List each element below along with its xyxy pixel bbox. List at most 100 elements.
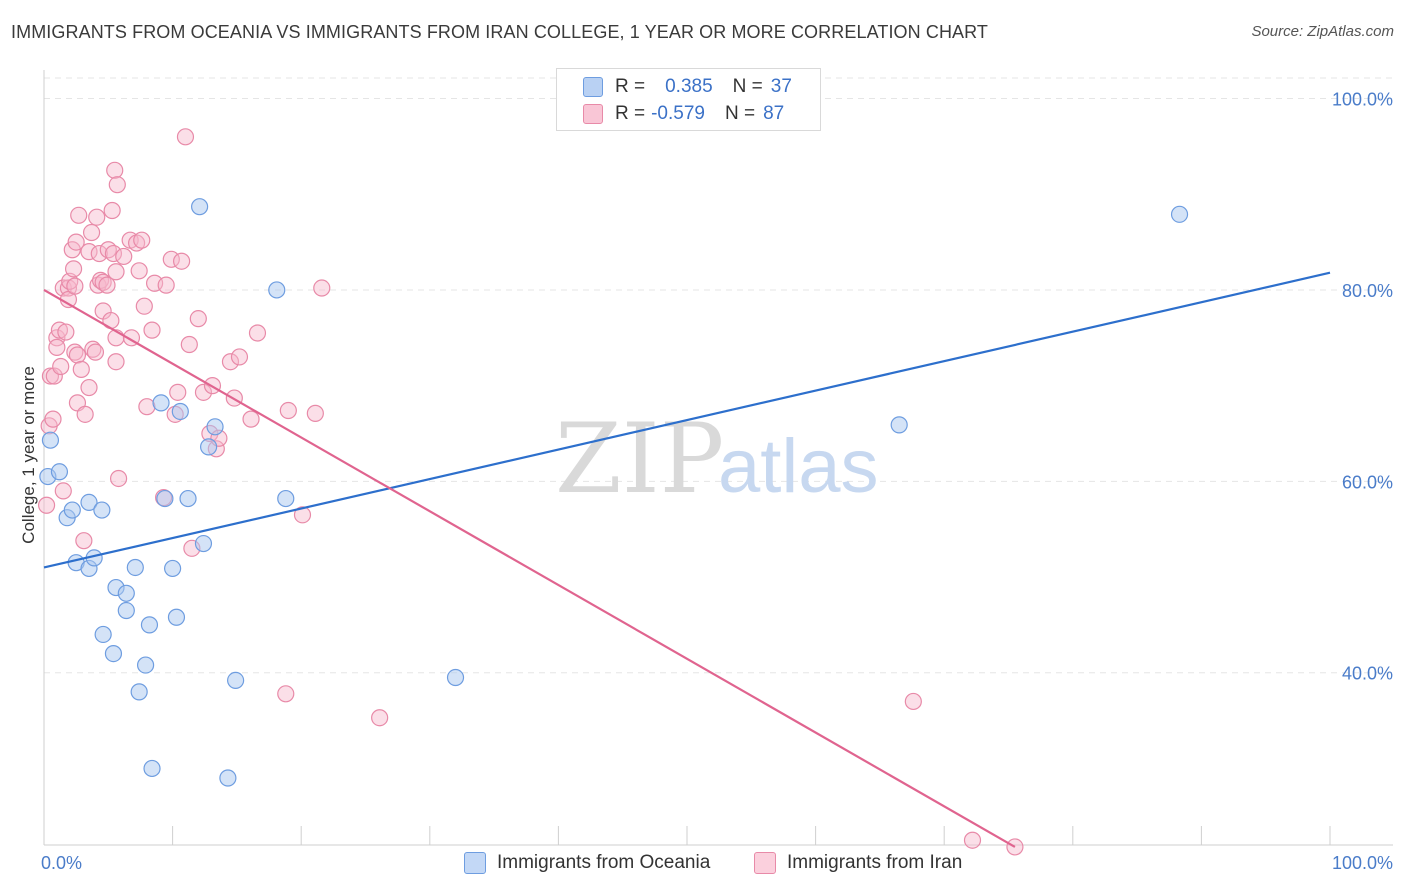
- iran-point: [70, 206, 88, 224]
- oceania-point: [219, 769, 237, 787]
- iran-point: [130, 262, 148, 280]
- iran-point: [86, 343, 105, 361]
- oceania-point: [126, 558, 144, 577]
- iran-point: [44, 410, 62, 428]
- iran-point: [230, 348, 249, 366]
- iran-point: [115, 247, 133, 266]
- iran-point: [133, 231, 151, 249]
- iran-point: [313, 279, 331, 297]
- oceania-point: [117, 601, 135, 620]
- iran-point: [66, 343, 84, 361]
- iran-point: [180, 335, 198, 354]
- iran-point: [98, 276, 116, 294]
- iran-point: [169, 383, 187, 401]
- grid-lines: [44, 77, 1393, 674]
- chart-title: IMMIGRANTS FROM OCEANIA VS IMMIGRANTS FR…: [11, 22, 989, 42]
- iran-point: [54, 482, 72, 500]
- legend-n-value: 87: [763, 103, 785, 124]
- oceania-trend-line: [43, 271, 1331, 569]
- oceania-point: [890, 416, 908, 434]
- trend-lines: [43, 271, 1331, 848]
- iran-point: [88, 208, 106, 226]
- legend-r-label: R =: [615, 103, 646, 124]
- y-tick-label: 60.0%: [1342, 472, 1393, 492]
- legend-r-value: -0.579: [651, 103, 705, 124]
- series-legend-oceania: Immigrants from Oceania: [464, 852, 710, 874]
- legend-row-oceania: R = 0.385 N = 37: [583, 75, 792, 99]
- oceania-point: [167, 608, 186, 626]
- oceania-point: [156, 489, 174, 508]
- correlation-legend: R = 0.385 N = 37 R = -0.579 N = 87: [556, 68, 821, 131]
- oceania-point: [80, 493, 98, 511]
- x-tick-labels: 0.0% 100.0%: [41, 853, 1393, 873]
- iran-point: [50, 321, 69, 339]
- iran-trend-line: [43, 288, 1016, 848]
- iran-point: [904, 692, 922, 711]
- oceania-point: [63, 501, 81, 519]
- iran-point: [107, 263, 125, 281]
- oceania-point: [130, 683, 148, 701]
- legend-n-label: N =: [732, 76, 763, 97]
- oceania-point: [94, 625, 112, 644]
- iran-point: [76, 405, 94, 423]
- iran-point: [242, 410, 260, 428]
- oceania-point: [41, 431, 60, 449]
- iran-point: [277, 685, 295, 703]
- oceania-point: [200, 438, 218, 456]
- iran-point: [45, 367, 63, 385]
- iran-point: [173, 252, 191, 270]
- oceania-point: [140, 616, 159, 634]
- iran-point: [64, 260, 83, 278]
- watermark-atlas: atlas: [718, 424, 879, 509]
- iran-point: [66, 277, 84, 295]
- legend-swatch-pink: [583, 104, 603, 124]
- iran-point: [90, 244, 108, 263]
- legend-n-label: N =: [724, 103, 756, 124]
- oceania-point: [194, 534, 213, 553]
- iran-point: [57, 323, 75, 341]
- x-tick-label: 100.0%: [1332, 853, 1393, 873]
- iran-point: [48, 338, 66, 356]
- iran-point: [293, 506, 312, 524]
- iran-point: [306, 404, 324, 422]
- y-tick-labels: 40.0% 60.0% 80.0% 100.0%: [1332, 90, 1393, 684]
- watermark-zip: ZIP: [555, 403, 724, 515]
- iran-point: [108, 176, 126, 194]
- iran-point: [162, 250, 180, 268]
- oceania-point: [143, 759, 161, 778]
- oceania-point: [227, 671, 245, 689]
- series-swatch-blue: [464, 852, 486, 874]
- oceania-point: [206, 418, 224, 436]
- iran-point: [72, 360, 90, 378]
- iran-point: [189, 310, 207, 328]
- oceania-point: [191, 198, 209, 216]
- legend-r-value: 0.385: [665, 76, 713, 97]
- iran-points: [37, 128, 1024, 856]
- iran-point: [89, 276, 107, 294]
- iran-point: [84, 340, 102, 358]
- oceania-point: [1170, 205, 1189, 223]
- iran-point: [176, 128, 195, 146]
- oceania-point: [93, 501, 111, 519]
- iran-point: [104, 244, 123, 263]
- iran-point: [371, 709, 389, 727]
- legend-r-label: R =: [615, 76, 646, 97]
- oceania-point: [104, 644, 123, 663]
- iran-point: [135, 297, 153, 315]
- oceania-point: [152, 394, 170, 412]
- iran-point: [109, 469, 128, 488]
- x-tick-label: 0.0%: [41, 853, 82, 873]
- watermark: ZIP atlas: [555, 403, 879, 515]
- iran-point: [52, 357, 70, 376]
- iran-point: [248, 324, 267, 342]
- iran-point: [106, 161, 124, 179]
- series-swatch-pink: [754, 852, 776, 874]
- iran-point: [963, 831, 982, 849]
- oceania-point: [179, 489, 197, 508]
- iran-point: [279, 401, 297, 420]
- chart-source: Source: ZipAtlas.com: [1251, 23, 1394, 40]
- iran-point: [67, 233, 85, 251]
- series-legend-iran: Immigrants from Iran: [754, 852, 962, 874]
- oceania-point: [136, 656, 155, 674]
